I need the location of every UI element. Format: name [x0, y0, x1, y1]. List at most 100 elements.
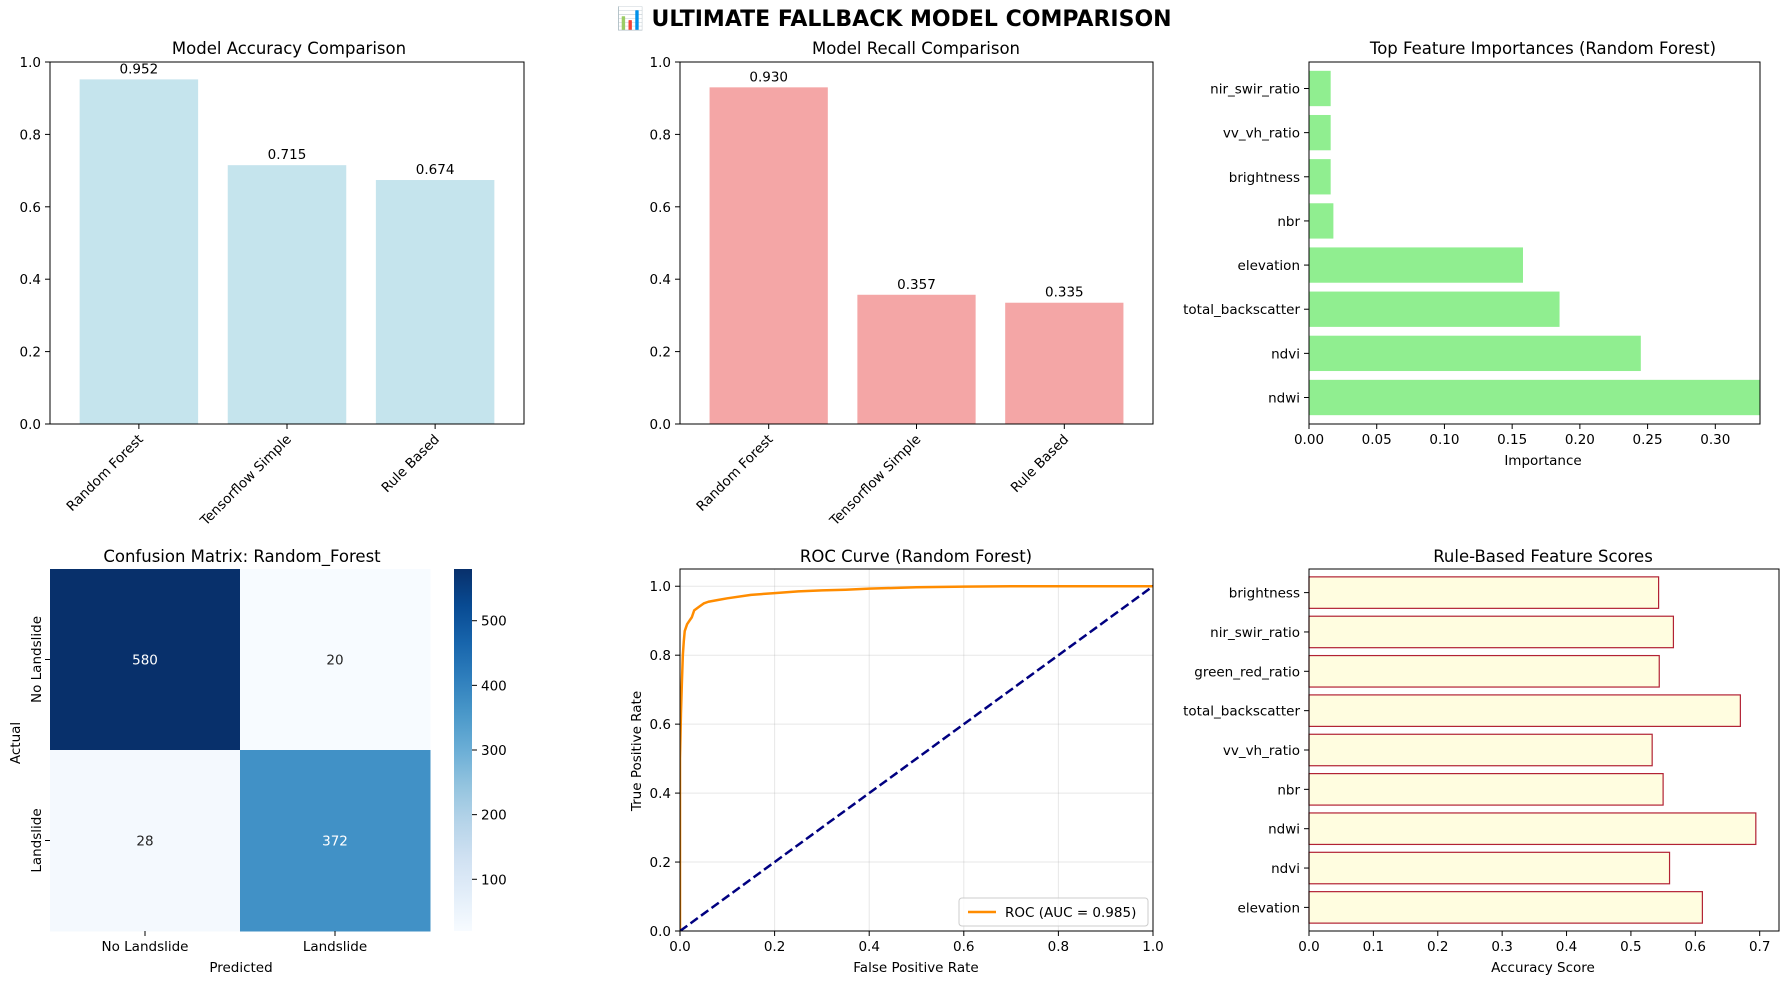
confusion-y-tick-label: Landslide [29, 808, 45, 872]
rule-score-y-tick-label: ndwi [1268, 822, 1300, 838]
colorbar-tick-label: 300 [481, 743, 507, 759]
importance-bar [1309, 335, 1641, 372]
roc-x-tick-label: 0.4 [858, 939, 879, 955]
rule-score-y-tick-label: green_red_ratio [1194, 664, 1300, 680]
colorbar [454, 569, 472, 931]
rule-score-y-tick-label: elevation [1238, 900, 1300, 916]
importance-x-tick-label: 0.15 [1497, 432, 1527, 448]
accuracy-bar [79, 79, 199, 424]
rule-score-bar [1308, 733, 1653, 767]
confusion-x-tick-label: No Landslide [102, 939, 189, 955]
rule-score-bar [1308, 654, 1660, 688]
recall-bar [709, 87, 828, 424]
recall-x-tick-label: Rule Based [1008, 432, 1072, 496]
figure-title: 📊 ULTIMATE FALLBACK MODEL COMPARISON [616, 6, 1171, 32]
accuracy-y-tick-label: 0.2 [20, 345, 41, 361]
importance-bar [1309, 114, 1331, 151]
recall-bar [1005, 302, 1124, 424]
roc-x-label: False Positive Rate [853, 960, 978, 976]
recall-value-label: 0.930 [749, 69, 788, 85]
recall-value-label: 0.357 [897, 277, 936, 293]
roc-y-tick-label: 1.0 [650, 579, 671, 595]
roc-chart: ROC Curve (Random Forest) False Positive… [629, 547, 1164, 976]
feature-importance-x-label: Importance [1504, 453, 1581, 469]
rule-score-bar [1308, 615, 1675, 649]
confusion-cell [50, 569, 241, 751]
importance-y-tick-label: elevation [1238, 258, 1300, 274]
confusion-cell-label: 20 [326, 653, 343, 669]
colorbar-tick-label: 200 [481, 808, 507, 824]
accuracy-chart: Model Accuracy Comparison 0.952 Random Fo… [20, 39, 525, 530]
rule-score-x-tick-label: 0.2 [1427, 939, 1448, 955]
confusion-cell [240, 750, 431, 932]
accuracy-y-tick-label: 1.0 [20, 55, 41, 71]
rule-score-frame [1308, 568, 1780, 932]
importance-x-tick-label: 0.20 [1565, 432, 1595, 448]
rule-score-x-tick-label: 0.0 [1298, 939, 1319, 955]
confusion-matrix-y-label: Actual [8, 722, 24, 764]
recall-y-tick-label: 0.4 [650, 272, 671, 288]
confusion-y-tick-label: No Landslide [29, 616, 45, 703]
importance-x-tick-label: 0.00 [1294, 432, 1324, 448]
rule-score-bar [1308, 576, 1660, 609]
roc-y-tick-label: 0.6 [650, 717, 671, 733]
rule-score-bar [1308, 851, 1671, 885]
importance-bar [1309, 247, 1523, 283]
accuracy-y-tick-label: 0.4 [20, 272, 41, 288]
confusion-x-tick-label: Landslide [303, 939, 367, 955]
rule-score-x-tick-label: 0.6 [1685, 939, 1706, 955]
colorbar-tick-label: 100 [481, 872, 507, 888]
accuracy-value-label: 0.715 [268, 147, 307, 163]
roc-y-tick-label: 0.8 [650, 648, 671, 664]
confusion-matrix-title: Confusion Matrix: Random_Forest [103, 547, 381, 567]
accuracy-x-tick-label: Random Forest [64, 432, 147, 515]
rule-score-bar [1308, 812, 1757, 846]
importance-bar [1309, 291, 1560, 327]
importance-x-tick-label: 0.25 [1633, 432, 1663, 448]
recall-frame [679, 61, 1154, 425]
rule-score-y-tick-label: total_backscatter [1183, 704, 1300, 720]
recall-x-tick-label: Tensorflow Simple [826, 432, 924, 530]
accuracy-x-tick-label: Rule Based [379, 432, 443, 496]
importance-y-tick-label: brightness [1229, 170, 1300, 186]
rule-score-y-tick-label: vv_vh_ratio [1223, 743, 1300, 759]
roc-chart-title: ROC Curve (Random Forest) [800, 547, 1032, 566]
confusion-cell [240, 569, 431, 751]
accuracy-bar [375, 180, 495, 424]
roc-y-tick-label: 0.4 [650, 786, 671, 802]
rule-score-x-tick-label: 0.4 [1556, 939, 1577, 955]
importance-y-tick-label: nir_swir_ratio [1210, 81, 1300, 97]
roc-y-tick-label: 0.0 [650, 924, 671, 940]
confusion-cell-label: 372 [322, 834, 348, 850]
rule-score-x-tick-label: 0.3 [1491, 939, 1512, 955]
recall-chart: Model Recall Comparison 0.930 Random Fore… [650, 39, 1154, 530]
rule-scores-chart: Rule-Based Feature Scores Accuracy Score… [1183, 547, 1780, 976]
confusion-matrix-x-label: Predicted [209, 960, 272, 976]
confusion-cell-label: 580 [132, 653, 158, 669]
accuracy-bar [227, 165, 347, 425]
importance-x-tick-label: 0.05 [1362, 432, 1392, 448]
rule-score-y-tick-label: nir_swir_ratio [1210, 625, 1300, 641]
rule-score-x-tick-label: 0.7 [1749, 939, 1770, 955]
recall-y-tick-label: 0.0 [650, 417, 671, 433]
rule-scores-x-label: Accuracy Score [1491, 960, 1595, 976]
recall-y-tick-label: 0.8 [650, 127, 671, 143]
recall-y-tick-label: 0.2 [650, 345, 671, 361]
recall-value-label: 0.335 [1045, 285, 1084, 301]
importance-y-tick-label: ndvi [1271, 346, 1300, 362]
accuracy-y-tick-label: 0.8 [20, 127, 41, 143]
importance-x-tick-label: 0.30 [1700, 432, 1730, 448]
importance-y-tick-label: vv_vh_ratio [1223, 126, 1300, 142]
roc-y-tick-label: 0.2 [650, 855, 671, 871]
importance-x-tick-label: 0.10 [1429, 432, 1459, 448]
roc-x-tick-label: 0.0 [669, 939, 690, 955]
accuracy-value-label: 0.674 [416, 162, 455, 178]
colorbar-tick-label: 500 [481, 614, 507, 630]
rule-score-bar [1308, 891, 1703, 924]
rule-score-bar [1308, 773, 1664, 806]
roc-legend-box [958, 897, 1149, 927]
roc-curve [680, 584, 1153, 931]
importance-y-tick-label: ndwi [1268, 391, 1300, 407]
rule-score-y-tick-label: nbr [1277, 782, 1300, 798]
